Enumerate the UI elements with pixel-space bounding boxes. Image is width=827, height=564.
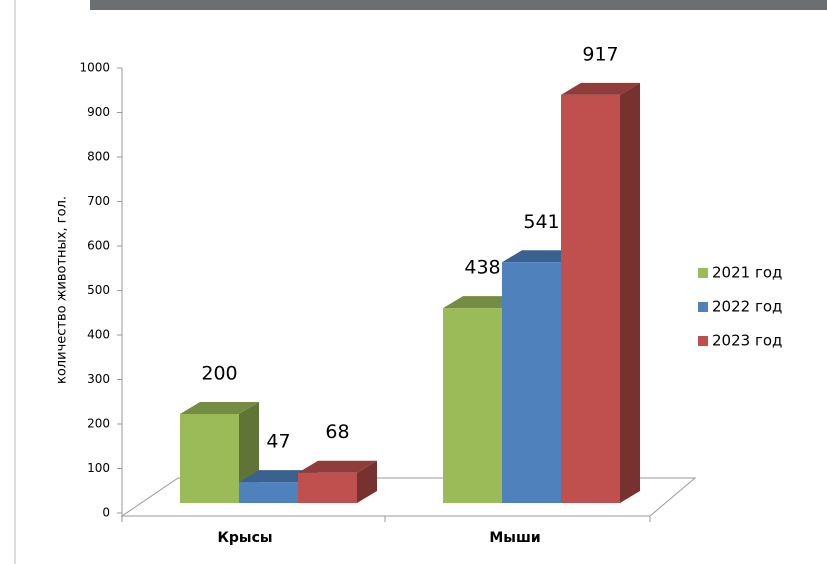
bar-side: [357, 460, 377, 503]
y-tick-label: 600: [87, 239, 110, 253]
bar-front: [502, 262, 561, 503]
bar-front: [298, 472, 357, 503]
bar-top: [561, 82, 640, 95]
y-tick-label: 200: [87, 417, 110, 431]
y-tick-label: 100: [87, 461, 110, 475]
y-tick-label: 700: [87, 194, 110, 208]
legend-label: 2023 год: [712, 332, 782, 350]
value-label: 438: [464, 257, 500, 279]
value-label: 200: [201, 363, 237, 385]
value-label: 47: [266, 431, 290, 453]
legend-swatch: [698, 336, 708, 346]
bar-front: [180, 414, 239, 503]
y-tick-label: 800: [87, 150, 110, 164]
value-label: 68: [325, 421, 349, 443]
legend-label: 2021 год: [712, 264, 782, 282]
bar-top: [298, 460, 377, 473]
bar-top: [180, 402, 259, 414]
legend-swatch: [698, 268, 708, 278]
bar-front: [239, 482, 298, 503]
value-label: 917: [582, 43, 618, 65]
y-tick-label: 300: [87, 372, 110, 386]
y-tick-label: 400: [87, 328, 110, 342]
bar: [561, 82, 640, 503]
bar: [298, 460, 377, 503]
photo-strip: [90, 0, 827, 10]
x-tick-label: Крысы: [217, 530, 272, 546]
x-tick-label: Мыши: [489, 530, 540, 546]
y-tick-label: 0: [102, 506, 110, 520]
y-axis-title: количество животных, гол.: [55, 196, 70, 384]
y-tick-label: 1000: [79, 61, 110, 75]
y-tick-label: 900: [87, 105, 110, 119]
y-tick-label: 500: [87, 283, 110, 297]
legend-swatch: [698, 302, 708, 312]
bar-front: [561, 94, 620, 503]
value-label: 541: [523, 211, 559, 233]
legend-label: 2022 год: [712, 298, 782, 316]
bar-front: [443, 308, 502, 503]
bar-side: [620, 82, 640, 503]
